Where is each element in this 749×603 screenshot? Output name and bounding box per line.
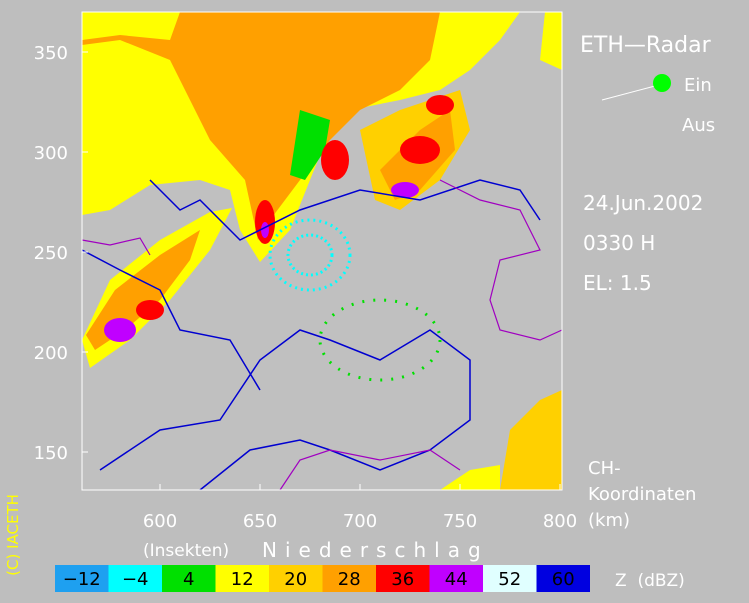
indicator-line: [601, 85, 656, 101]
legend-swatch: [429, 565, 483, 592]
legend-swatch: [55, 565, 109, 592]
legend-label: 60: [552, 569, 575, 590]
y-tick-label: 150: [34, 443, 68, 464]
axes: 600 650 700 750 800 350 300 250 200 150: [34, 43, 578, 532]
legend-unit: Z (dBZ): [615, 571, 685, 591]
status-on: Ein: [684, 75, 712, 96]
legend-swatch: [108, 565, 162, 592]
legend-swatch: [322, 565, 376, 592]
elevation: EL: 1.5: [583, 271, 652, 295]
coord-label: Koordinaten: [588, 484, 696, 505]
legend-swatch: [376, 565, 430, 592]
x-tick-label: 750: [443, 511, 477, 532]
status-off: Aus: [682, 115, 715, 136]
coord-label: (km): [588, 510, 630, 531]
legend-label: 52: [498, 569, 521, 590]
legend-label: 44: [445, 569, 468, 590]
legend: −12 −4 4 12 20 28 36 44 52 60: [55, 565, 590, 592]
legend-swatch: [483, 565, 537, 592]
legend-swatch: [536, 565, 590, 592]
legend-label: 36: [391, 569, 414, 590]
time: 0330 H: [583, 231, 655, 255]
legend-label: 12: [231, 569, 254, 590]
legend-swatch: [269, 565, 323, 592]
radar-map: [81, 11, 563, 491]
info-panel: ETH—Radar Ein Aus 24.Jun.2002 0330 H EL:…: [4, 33, 715, 591]
radar-title: ETH—Radar: [580, 33, 712, 58]
legend-caption: Niederschlag: [262, 538, 489, 562]
legend-caption: (Insekten): [143, 541, 229, 561]
legend-swatch: [162, 565, 216, 592]
legend-label: 4: [183, 569, 194, 590]
x-tick-label: 700: [343, 511, 377, 532]
y-tick-label: 200: [34, 343, 68, 364]
y-tick-label: 250: [34, 243, 68, 264]
legend-label: 28: [338, 569, 361, 590]
legend-label: 20: [284, 569, 307, 590]
x-tick-label: 800: [543, 511, 577, 532]
y-tick-label: 300: [34, 143, 68, 164]
legend-label: −12: [63, 569, 101, 590]
y-tick-label: 350: [34, 43, 68, 64]
x-tick-label: 650: [243, 511, 277, 532]
x-tick-label: 600: [143, 511, 177, 532]
legend-label: −4: [122, 569, 149, 590]
copyright: (C) IACETH: [4, 494, 22, 576]
coord-label: CH-: [588, 458, 621, 479]
date: 24.Jun.2002: [583, 191, 703, 215]
status-indicator: [653, 74, 671, 92]
legend-swatch: [215, 565, 269, 592]
